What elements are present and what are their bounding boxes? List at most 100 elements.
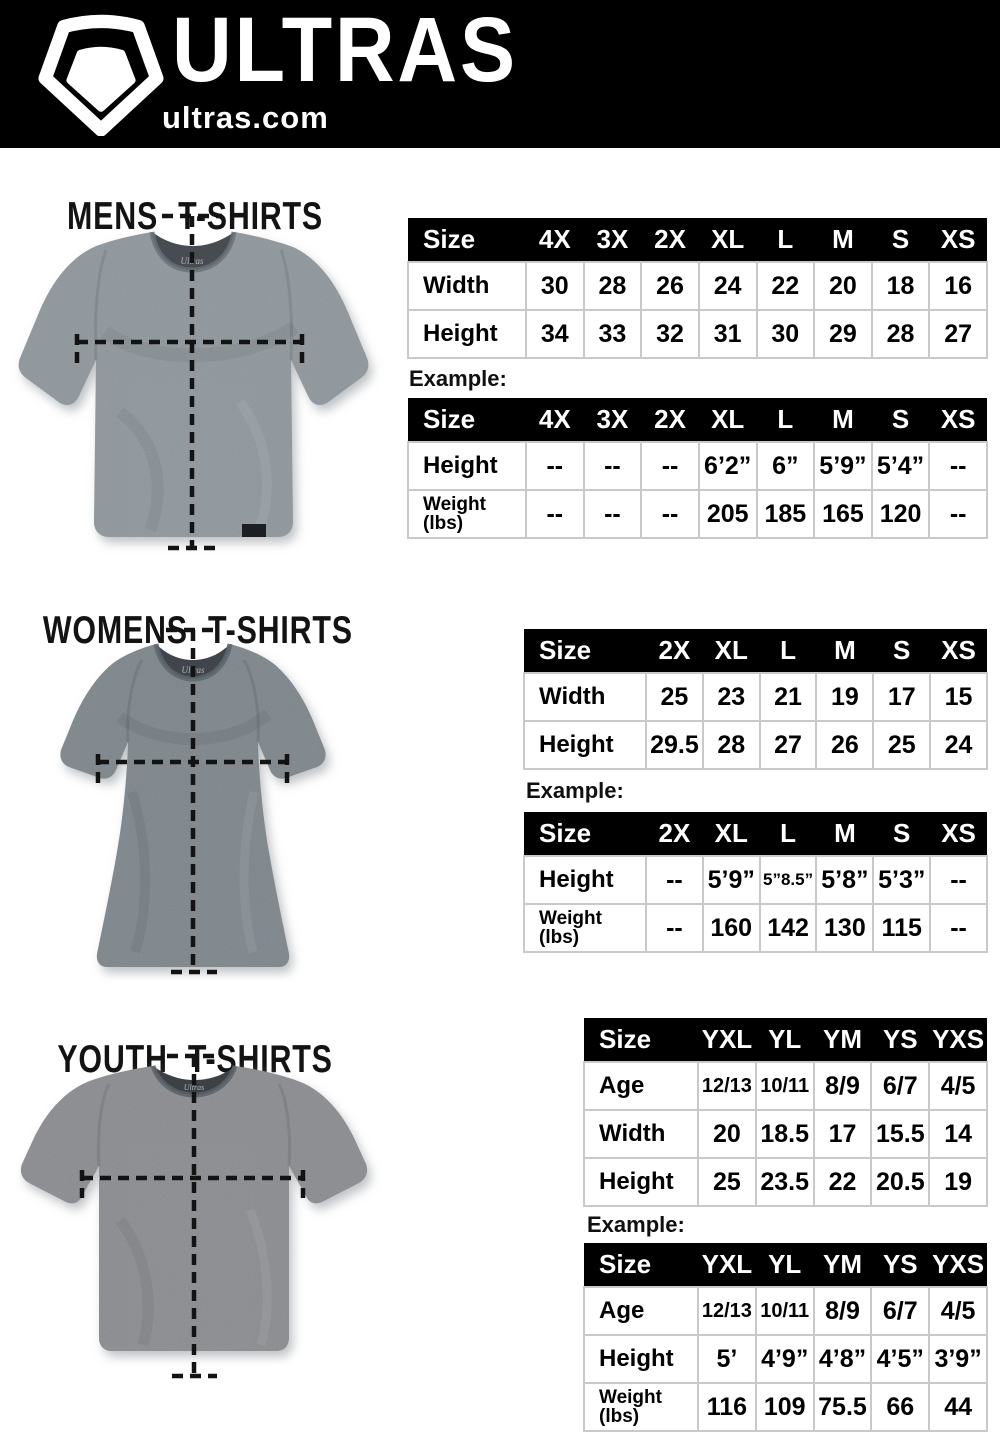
row-label: Width bbox=[407, 261, 527, 311]
size-col-header: M bbox=[816, 629, 874, 673]
size-value-cell: 24 bbox=[697, 261, 758, 311]
table-header-row: Size 4X 3X 2X XL L M S XS bbox=[408, 398, 987, 442]
table-row: Height -- -- -- 6’2” 6” 5’9” 5’4” -- bbox=[407, 441, 988, 491]
size-value-cell: 28 bbox=[701, 720, 761, 770]
size-col-header: 3X bbox=[583, 398, 642, 442]
collar-opening bbox=[152, 232, 234, 270]
size-col-header: L bbox=[759, 812, 817, 856]
right-sleeve-seam bbox=[277, 1083, 291, 1167]
brand-wordmark: ULTRAS bbox=[172, 0, 518, 101]
table-row: Height -- 5’9” 5”8.5” 5’8” 5’3” -- bbox=[523, 855, 988, 905]
table-row: Height 25 23.5 22 20.5 19 bbox=[583, 1157, 988, 1207]
size-label-header: Size bbox=[524, 812, 646, 856]
size-label-header: Size bbox=[524, 629, 646, 673]
size-value-cell: -- bbox=[928, 441, 988, 491]
size-value-cell: 160 bbox=[701, 903, 761, 953]
size-value-cell: 5’9” bbox=[813, 441, 873, 491]
heather-texture bbox=[20, 1066, 368, 1351]
size-col-header: L bbox=[756, 218, 815, 262]
size-value-cell: 5’4” bbox=[870, 441, 931, 491]
row-label: Height bbox=[407, 309, 527, 359]
wrinkle bbox=[127, 790, 151, 954]
size-value-cell: 5’9” bbox=[701, 855, 761, 905]
table-row: Height 5’ 4’9” 4’8” 4’5” 3’9” bbox=[583, 1334, 988, 1384]
table-row: Weight (lbs) -- 160 142 130 115 -- bbox=[523, 903, 988, 953]
hem-tag bbox=[242, 524, 266, 537]
size-value-cell: 20 bbox=[813, 261, 873, 311]
size-value-cell: 28 bbox=[870, 309, 931, 359]
size-value-cell: 116 bbox=[697, 1382, 757, 1432]
size-col-header: XS bbox=[930, 812, 987, 856]
size-value-cell: 4/5 bbox=[928, 1286, 988, 1336]
size-value-cell: 34 bbox=[525, 309, 585, 359]
size-col-header: YM bbox=[813, 1018, 872, 1062]
size-label-header: Size bbox=[408, 398, 526, 442]
size-value-cell: 28 bbox=[582, 261, 643, 311]
table-row: Weight (lbs) -- -- -- 205 185 165 120 -- bbox=[407, 489, 988, 539]
section-title-mens: MENS T-SHIRTS bbox=[67, 195, 323, 239]
size-col-header: M bbox=[816, 812, 874, 856]
size-value-cell: 23.5 bbox=[754, 1157, 815, 1207]
size-value-cell: 24 bbox=[929, 720, 988, 770]
mens-size-table: Size 4X 3X 2X XL L M S XS Width 30 28 26 24 22 20 18 16 He… bbox=[407, 218, 988, 359]
size-value-cell: 33 bbox=[582, 309, 643, 359]
size-table: Size 4X 3X 2X XL L M S XS Width 30 28 26 24 22 20 18 16 He… bbox=[407, 218, 988, 359]
size-value-cell: 17 bbox=[872, 672, 932, 722]
size-value-cell: 5”8.5” bbox=[758, 855, 818, 905]
size-table: Size 4X 3X 2X XL L M S XS Height -- -- -- 6’2” 6” 5’9” 5… bbox=[407, 398, 988, 539]
table-header-row: Size 2X XL L M S XS bbox=[524, 812, 987, 856]
size-col-header: S bbox=[873, 629, 931, 673]
row-label: Age bbox=[583, 1061, 699, 1111]
row-label: Height bbox=[523, 855, 647, 905]
size-value-cell: 10/11 bbox=[754, 1286, 815, 1336]
wrinkle bbox=[116, 407, 164, 533]
size-col-header: L bbox=[756, 398, 815, 442]
size-col-header: YS bbox=[871, 1243, 930, 1287]
size-label-header: Size bbox=[584, 1018, 698, 1062]
youth-example-table: Size YXL YL YM YS YXS Age 12/13 10/11 8/9 6/7 4/5 He… bbox=[583, 1243, 988, 1432]
size-value-cell: 25 bbox=[872, 720, 932, 770]
size-col-header: YS bbox=[871, 1018, 930, 1062]
mens-tshirt-image: Ultras bbox=[10, 212, 395, 565]
size-value-cell: -- bbox=[582, 441, 643, 491]
size-col-header: YXS bbox=[929, 1243, 987, 1287]
logo-inner-pentagon bbox=[66, 46, 136, 112]
size-value-cell: 20.5 bbox=[870, 1157, 931, 1207]
heather-texture bbox=[60, 644, 326, 967]
size-value-cell: -- bbox=[640, 441, 700, 491]
size-value-cell: 23 bbox=[701, 672, 761, 722]
size-table: Size 2X XL L M S XS Height -- 5’9” 5”8.5” 5’8” 5’3” -… bbox=[523, 812, 988, 953]
size-value-cell: 3’9” bbox=[928, 1334, 988, 1384]
wrinkle bbox=[115, 1216, 154, 1347]
logo-outer-ring bbox=[38, 14, 164, 136]
size-col-header: M bbox=[814, 218, 872, 262]
size-value-cell: 26 bbox=[815, 720, 875, 770]
size-col-header: 2X bbox=[641, 398, 699, 442]
size-value-cell: 5’3” bbox=[872, 855, 932, 905]
size-col-header: S bbox=[871, 398, 930, 442]
table-header-row: Size 2X XL L M S XS bbox=[524, 629, 987, 673]
wrinkle bbox=[235, 399, 272, 529]
size-value-cell: 5’8” bbox=[815, 855, 875, 905]
size-value-cell: 205 bbox=[697, 489, 758, 539]
row-label: Weight (lbs) bbox=[583, 1382, 699, 1432]
size-label-header: Size bbox=[408, 218, 526, 262]
size-value-cell: -- bbox=[525, 489, 585, 539]
wrinkle bbox=[239, 790, 259, 954]
size-value-cell: 115 bbox=[872, 903, 932, 953]
size-value-cell: -- bbox=[929, 855, 988, 905]
size-value-cell: 22 bbox=[755, 261, 816, 311]
row-label: Weight (lbs) bbox=[407, 489, 527, 539]
size-value-cell: 142 bbox=[758, 903, 818, 953]
size-col-header: XL bbox=[702, 812, 760, 856]
table-header-row: Size YXL YL YM YS YXS bbox=[584, 1018, 987, 1062]
size-value-cell: 26 bbox=[640, 261, 700, 311]
size-value-cell: 4’5” bbox=[870, 1334, 931, 1384]
row-label: Height bbox=[523, 720, 647, 770]
size-value-cell: -- bbox=[645, 855, 704, 905]
size-value-cell: 15.5 bbox=[870, 1109, 931, 1159]
size-label-header: Size bbox=[584, 1243, 698, 1287]
neck-label: Ultras bbox=[184, 1083, 204, 1092]
youth-size-table: Size YXL YL YM YS YXS Age 12/13 10/11 8/9 6/7 4/5 Wi… bbox=[583, 1018, 988, 1207]
womens-tshirt-image: Ultras bbox=[40, 622, 390, 987]
